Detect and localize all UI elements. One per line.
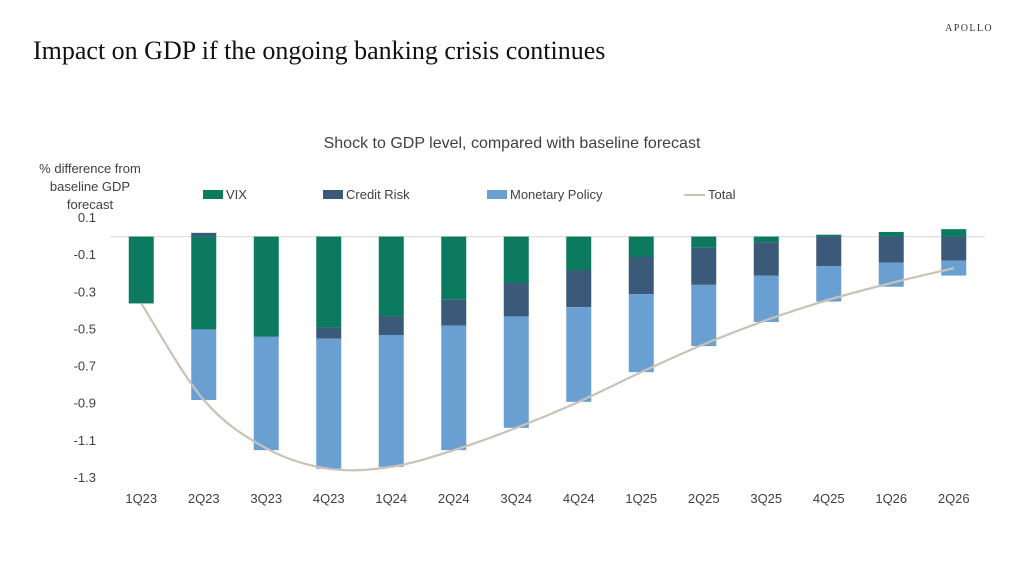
- x-tick-label: 3Q25: [750, 491, 782, 506]
- x-tick-label: 1Q23: [125, 491, 157, 506]
- bar-segment-vix: [878, 231, 904, 237]
- bar-segment-monetary-policy: [441, 325, 467, 451]
- x-tick-label: 1Q26: [875, 491, 907, 506]
- x-tick-label: 4Q24: [563, 491, 595, 506]
- bar-segment-monetary-policy: [753, 275, 779, 322]
- bar-segment-credit-risk: [691, 247, 717, 285]
- bar-segment-monetary-policy: [816, 266, 842, 302]
- x-tick-label: 4Q25: [813, 491, 845, 506]
- bar-segment-credit-risk: [878, 236, 904, 263]
- bar-segment-credit-risk: [316, 327, 342, 339]
- bar-segment-credit-risk: [941, 236, 967, 261]
- bar-segment-monetary-policy: [378, 335, 404, 467]
- legend-swatch-vix: [203, 190, 223, 199]
- x-tick-label: 1Q24: [375, 491, 407, 506]
- y-tick-label: -0.9: [74, 396, 96, 411]
- legend-item-credit-risk: Credit Risk: [323, 187, 410, 202]
- x-tick-label: 2Q26: [938, 491, 970, 506]
- y-tick-label: 0.1: [78, 210, 96, 225]
- bar-segment-vix: [191, 236, 217, 330]
- bar-segment-monetary-policy: [691, 284, 717, 347]
- legend-swatch-monetary-policy: [487, 190, 507, 199]
- bar-segment-vix: [503, 236, 529, 283]
- legend-item-vix: VIX: [203, 187, 247, 202]
- bar-segment-vix: [691, 236, 717, 248]
- legend-item-total: Total: [684, 187, 735, 202]
- bar-segment-vix: [816, 234, 842, 237]
- legend-swatch-credit-risk: [323, 190, 343, 199]
- bar-segment-vix: [316, 236, 342, 328]
- y-tick-label: -0.5: [74, 321, 96, 336]
- bar-segment-vix: [941, 229, 967, 237]
- bar-segment-vix: [378, 236, 404, 317]
- bar-segment-credit-risk: [441, 299, 467, 326]
- x-tick-label: 3Q23: [250, 491, 282, 506]
- page-title: Impact on GDP if the ongoing banking cri…: [33, 36, 606, 65]
- bar-segment-vix: [253, 236, 279, 337]
- bar-segment-vix: [128, 236, 154, 304]
- legend-label-credit-risk: Credit Risk: [346, 187, 410, 202]
- bar-segment-credit-risk: [566, 270, 592, 308]
- bar-segment-vix: [566, 236, 592, 270]
- x-tick-label: 2Q24: [438, 491, 470, 506]
- legend-item-monetary-policy: Monetary Policy: [487, 187, 602, 202]
- bar-segment-vix: [753, 236, 779, 243]
- chart-title: Shock to GDP level, compared with baseli…: [323, 135, 701, 152]
- x-tick-label: 2Q25: [688, 491, 720, 506]
- bar-segment-monetary-policy: [316, 338, 342, 469]
- x-tick-label: 4Q23: [313, 491, 345, 506]
- x-tick-label: 2Q23: [188, 491, 220, 506]
- y-tick-label: -1.3: [74, 470, 96, 485]
- bar-segment-vix: [628, 236, 654, 257]
- y-tick-label: -0.3: [74, 284, 96, 299]
- legend-label-monetary-policy: Monetary Policy: [510, 187, 603, 202]
- bar-segment-credit-risk: [628, 257, 654, 295]
- legend-label-total: Total: [708, 187, 736, 202]
- legend-label-vix: VIX: [226, 187, 247, 202]
- bar-segment-vix: [441, 236, 467, 300]
- brand-logo: APOLLO: [945, 23, 993, 34]
- y-tick-label: -0.1: [74, 247, 96, 262]
- y-tick-label: -1.1: [74, 433, 96, 448]
- bar-segment-monetary-policy: [253, 336, 279, 451]
- bar-segment-monetary-policy: [566, 307, 592, 402]
- bar-segment-credit-risk: [191, 232, 217, 237]
- total-line: [140, 267, 955, 472]
- bar-segment-monetary-policy: [503, 316, 529, 428]
- bar-segment-credit-risk: [816, 236, 842, 267]
- bar-segment-credit-risk: [753, 242, 779, 276]
- y-axis-label: % difference from baseline GDP forecast: [39, 161, 141, 212]
- y-tick-label: -0.7: [74, 359, 96, 374]
- bar-segment-credit-risk: [378, 316, 404, 335]
- legend-swatch-total: [684, 193, 705, 196]
- bar-segment-monetary-policy: [628, 294, 654, 373]
- x-tick-label: 3Q24: [500, 491, 532, 506]
- bar-segment-credit-risk: [503, 283, 529, 317]
- x-tick-label: 1Q25: [625, 491, 657, 506]
